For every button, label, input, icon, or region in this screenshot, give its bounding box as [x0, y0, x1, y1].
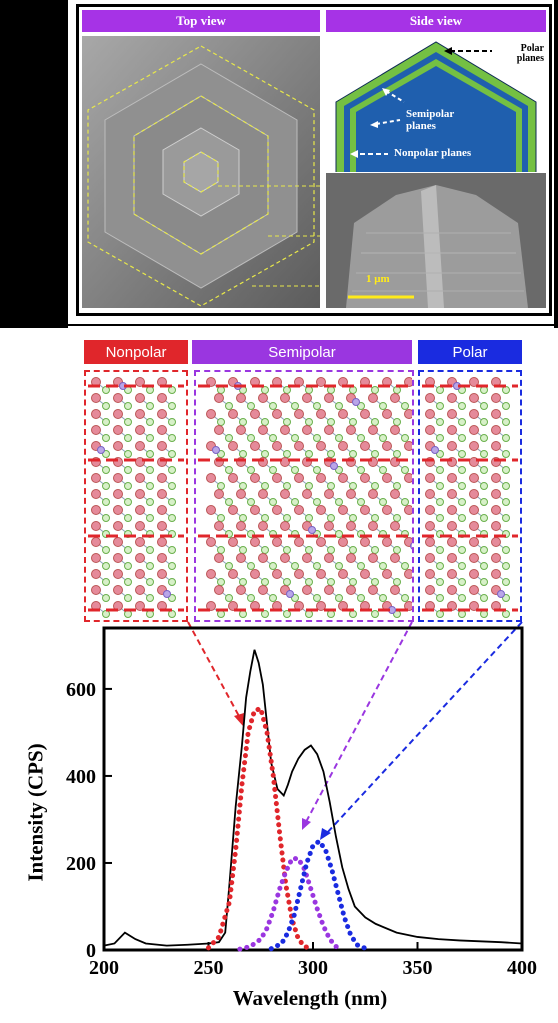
y-tick-label: 600 [66, 679, 96, 701]
y-tick-label: 0 [86, 940, 96, 962]
measured-spectrum-line [103, 649, 523, 947]
semipolar-structure-box [194, 370, 431, 622]
side-sem-drawing [326, 173, 546, 308]
divider-bar [0, 324, 558, 326]
sem-top-view-image [82, 36, 320, 308]
x-tick-label: 250 [194, 957, 224, 979]
x-tick-label: 350 [403, 957, 433, 979]
right-black-edge [554, 0, 558, 328]
scale-bar-label: 1 μm [366, 273, 390, 285]
side-view-drawing [335, 41, 537, 172]
sem-side-view-image: 1 μm [326, 173, 546, 308]
x-axis-label: Wavelength (nm) [232, 986, 388, 1010]
semipolar-label: Semipolar [192, 340, 412, 364]
nonpolar-structure-box [84, 370, 188, 622]
top-panel: Top view Side view [76, 4, 552, 316]
top-view-drawing [82, 36, 320, 308]
y-axis-label: Intensity (CPS) [23, 743, 48, 882]
fit-peak-line-1 [206, 705, 316, 952]
top-view-header: Top view [82, 10, 320, 32]
x-tick-label: 400 [507, 957, 537, 979]
nonpolar-structure [88, 377, 184, 618]
y-tick-label: 400 [66, 766, 96, 788]
nonpolar-label: Nonpolar [84, 340, 188, 364]
polar-structure [422, 377, 518, 618]
fit-peak-line-3 [268, 837, 370, 952]
semipolar-planes-label: Semipolar planes [406, 108, 455, 132]
semipolar-structure [198, 377, 431, 618]
chart: 200 250 300 350 400 0 200 400 600 Wavelength (nm… [0, 620, 558, 1018]
left-black-bar [0, 0, 68, 328]
x-tick-label: 300 [298, 957, 328, 979]
x-tick-label: 200 [89, 957, 119, 979]
polar-structure-box [418, 370, 522, 622]
side-view-header: Side view [326, 10, 546, 32]
nonpolar-planes-label: Nonpolar planes [394, 147, 472, 159]
polar-label: Polar [418, 340, 522, 364]
side-view-schematic: Polar planes Semipolar planes Nonpolar p… [326, 36, 546, 172]
polar-planes-label: Polar planes [516, 43, 544, 64]
fit-peak-line-2 [237, 856, 345, 952]
y-tick-label: 200 [66, 853, 96, 875]
